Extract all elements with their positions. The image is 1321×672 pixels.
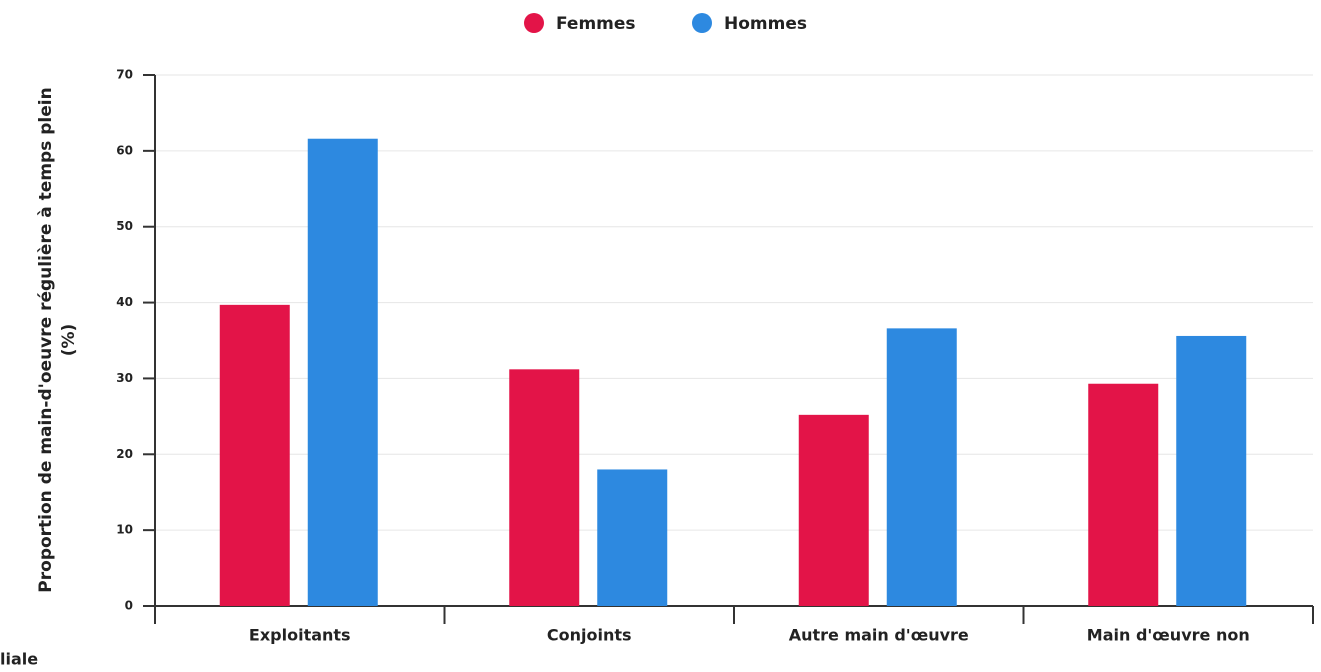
x-tick-label: Main d'œuvre non: [1087, 626, 1250, 645]
bar: [1088, 383, 1159, 606]
y-tick-label: 10: [116, 523, 133, 537]
y-axis-title: Proportion de main-d'oeuvre régulière à …: [36, 87, 56, 592]
legend-label: Femmes: [556, 14, 636, 34]
y-tick-label: 40: [116, 295, 133, 309]
x-tick-label: Exploitants: [249, 626, 351, 645]
bar: [219, 304, 290, 606]
bar: [798, 414, 869, 606]
bar: [1176, 335, 1247, 606]
legend-marker: [692, 13, 712, 33]
y-axis-title: (%): [59, 324, 79, 357]
x-tick-label: Autre main d'œuvre: [789, 626, 969, 645]
legend-marker: [524, 13, 544, 33]
x-tick-label: Conjoints: [547, 626, 632, 645]
y-tick-label: 0: [125, 599, 133, 613]
y-tick-label: 20: [116, 447, 133, 461]
y-tick-label: 30: [116, 371, 133, 385]
bar: [886, 328, 957, 606]
bar: [597, 469, 668, 606]
bar: [509, 369, 580, 606]
y-tick-label: 60: [116, 143, 133, 157]
bar: [307, 138, 378, 606]
annotation: liale: [0, 650, 38, 669]
y-tick-label: 70: [116, 68, 133, 82]
y-tick-label: 50: [116, 219, 133, 233]
legend-label: Hommes: [724, 14, 807, 34]
